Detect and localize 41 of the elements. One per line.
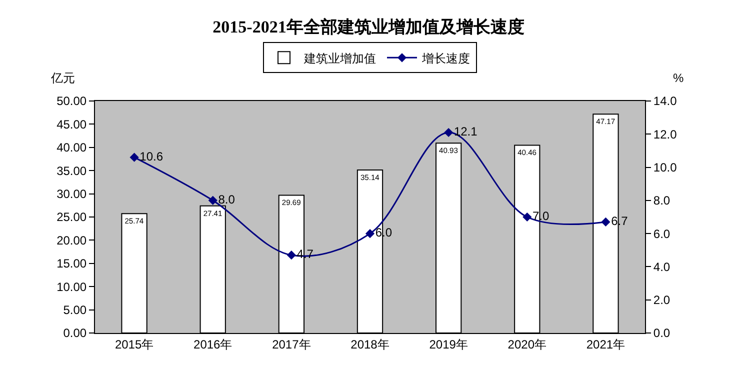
y2-tick-label: 0.0 [653, 326, 670, 340]
y-tick-label: 25.00 [56, 210, 87, 224]
y-tick-label: 30.00 [56, 187, 87, 201]
y-tick-label: 0.00 [63, 326, 87, 340]
y2-tick-label: 14.0 [653, 94, 678, 108]
data-label: 10.6 [140, 149, 164, 164]
y2-tick-label: 6.0 [653, 226, 670, 241]
data-label: 12.1 [454, 124, 478, 138]
y2-tick-label: 2.0 [653, 293, 670, 308]
legend-label: 建筑业增加值 [303, 51, 376, 66]
data-label: 8.0 [218, 192, 236, 206]
y2-tick-label: 4.0 [653, 260, 670, 274]
point [286, 250, 296, 260]
point [365, 229, 375, 238]
y-tick-label: 10.00 [56, 280, 87, 294]
legend-label: 增长速度 [421, 51, 470, 66]
y-tick-label: 20.00 [56, 233, 87, 248]
x-tick-label: 2015年 [114, 337, 154, 352]
chart-title: 2015-2021年全部建筑业增加值及增长速度 [212, 17, 524, 36]
point [444, 128, 454, 138]
x-tick-label: 2016年 [194, 337, 232, 352]
y-tick-label: 15.00 [56, 256, 87, 271]
point [130, 152, 139, 162]
x-tick-label: 2020年 [508, 337, 546, 352]
y-tick-label: 45.00 [56, 117, 87, 132]
y-tick-label: 50.00 [56, 94, 87, 108]
y2-tick-label: 10.0 [653, 160, 678, 174]
x-tick-label: 2019年 [429, 337, 468, 352]
point [522, 212, 532, 222]
y2-tick-label: 8.0 [653, 194, 670, 208]
point [601, 217, 610, 227]
y-tick-label: 40.00 [56, 140, 87, 155]
y-tick-label: 35.00 [56, 164, 87, 178]
y2-tick-label: 12.0 [653, 127, 678, 142]
x-tick-label: 2018年 [350, 337, 390, 352]
y-axis-title: 亿元 [50, 71, 75, 85]
y-tick-label: 5.00 [63, 303, 87, 317]
x-tick-label: 2017年 [272, 337, 311, 352]
point [208, 196, 218, 205]
x-tick-label: 2021年 [586, 337, 626, 352]
y2-axis-title: % [673, 71, 684, 85]
